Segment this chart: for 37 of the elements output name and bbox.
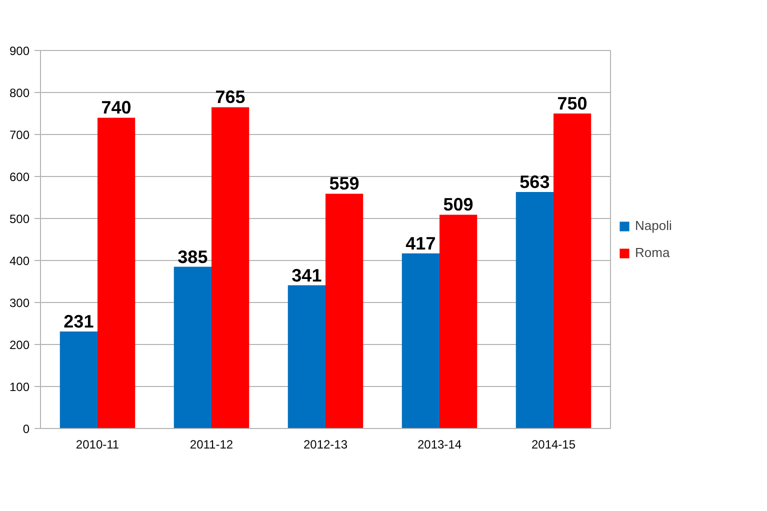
y-tick-label: 200 xyxy=(9,338,30,352)
bar xyxy=(212,107,250,428)
y-tick-label: 500 xyxy=(9,212,30,226)
data-label: 385 xyxy=(178,246,208,267)
data-label: 341 xyxy=(292,265,322,286)
data-label: 740 xyxy=(101,98,132,118)
data-label: 563 xyxy=(520,172,550,192)
bar xyxy=(60,331,98,428)
y-tick-label: 100 xyxy=(9,380,30,394)
y-tick-label: 600 xyxy=(9,170,30,184)
bar xyxy=(98,118,136,428)
data-label: 417 xyxy=(406,233,436,254)
bar xyxy=(402,253,440,428)
y-tick-label: 700 xyxy=(9,128,30,142)
bar xyxy=(516,192,554,428)
y-tick-label: 800 xyxy=(9,86,30,100)
x-tick-label: 2012-13 xyxy=(303,438,348,452)
y-tick-label: 300 xyxy=(9,296,30,310)
y-tick-label: 0 xyxy=(22,422,30,436)
y-tick-label: 900 xyxy=(9,44,30,58)
legend-label: Roma xyxy=(635,245,670,260)
data-label: 765 xyxy=(215,87,246,108)
y-tick-label: 400 xyxy=(9,254,30,268)
bar xyxy=(174,266,212,428)
bar xyxy=(326,194,364,428)
x-tick-label: 2010-11 xyxy=(76,438,120,452)
x-tick-label: 2011-12 xyxy=(190,438,234,452)
x-tick-label: 2014-15 xyxy=(531,438,576,452)
legend-label: Napoli xyxy=(635,218,672,233)
data-label: 750 xyxy=(557,94,588,114)
bar xyxy=(440,214,478,428)
data-label: 559 xyxy=(329,174,360,194)
x-tick-label: 2013-14 xyxy=(417,438,462,452)
data-label: 509 xyxy=(443,194,474,215)
data-label: 231 xyxy=(64,311,94,332)
bar xyxy=(554,114,592,428)
bar xyxy=(288,285,326,428)
